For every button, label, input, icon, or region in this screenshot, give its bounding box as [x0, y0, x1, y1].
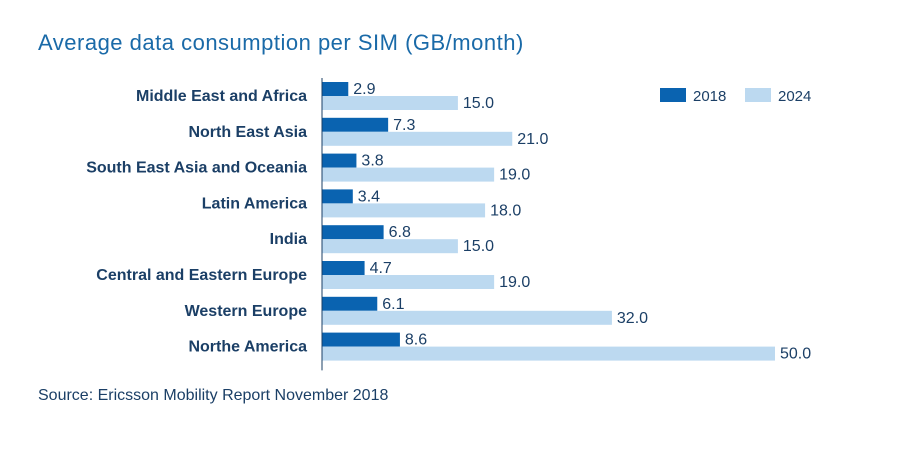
data-label-2018: 2.9	[353, 81, 375, 98]
legend-label-2024: 2024	[778, 88, 811, 105]
bar-2024	[322, 203, 486, 218]
bar-2024	[322, 96, 458, 110]
bar-2018	[322, 261, 365, 275]
data-label-2018: 3.8	[361, 153, 383, 170]
data-label-2018: 6.8	[389, 224, 411, 241]
bar-2024	[322, 275, 495, 289]
value-labels: 2.9 15.0 7.3 21.0 3.8 19.0 3.4 18.0 6.8 15.0 4.7 19…	[353, 81, 811, 363]
bar-2018	[322, 296, 378, 311]
bars-group	[322, 82, 775, 361]
legend-label-2018: 2018	[693, 88, 726, 105]
category-label: India	[270, 231, 307, 248]
bar-2018	[322, 153, 357, 168]
bar-2018	[322, 225, 384, 240]
source-note: Source: Ericsson Mobility Report Novembe…	[38, 387, 389, 404]
data-label-2024: 18.0	[490, 202, 521, 219]
bar-2018	[322, 189, 353, 204]
legend: 2018 2024	[660, 88, 811, 105]
bar-2018	[322, 82, 349, 96]
category-labels: Middle East and Africa North East Asia Sou…	[86, 88, 307, 356]
data-label-2018: 8.6	[405, 332, 427, 349]
data-label-2024: 19.0	[499, 167, 530, 184]
data-label-2018: 3.4	[358, 188, 380, 205]
category-label: South East Asia and Oceania	[86, 160, 307, 177]
category-label: Middle East and Africa	[136, 88, 307, 105]
category-label: Northe America	[188, 339, 307, 356]
data-label-2024: 21.0	[517, 131, 548, 148]
data-label-2024: 50.0	[780, 346, 811, 363]
legend-swatch-2024	[745, 88, 771, 102]
bar-2024	[322, 310, 612, 325]
category-label: Western Europe	[185, 303, 308, 320]
bar-2024	[322, 131, 513, 146]
category-label: Central and Eastern Europe	[96, 267, 307, 284]
bar-2018	[322, 332, 400, 347]
data-label-2024: 15.0	[463, 95, 494, 112]
data-label-2018: 7.3	[393, 117, 415, 134]
bar-2018	[322, 117, 389, 132]
data-label-2018: 4.7	[370, 260, 392, 277]
bar-2024	[322, 239, 458, 254]
bar-2024	[322, 167, 495, 182]
data-label-2018: 6.1	[382, 296, 404, 313]
category-label: North East Asia	[188, 124, 307, 141]
data-label-2024: 32.0	[617, 310, 648, 327]
legend-swatch-2018	[660, 88, 686, 102]
data-label-2024: 15.0	[463, 238, 494, 255]
category-label: Latin America	[202, 195, 307, 212]
chart-title: Average data consumption per SIM (GB/mon…	[38, 30, 524, 55]
data-label-2024: 19.0	[499, 274, 530, 291]
bar-2024	[322, 346, 775, 361]
